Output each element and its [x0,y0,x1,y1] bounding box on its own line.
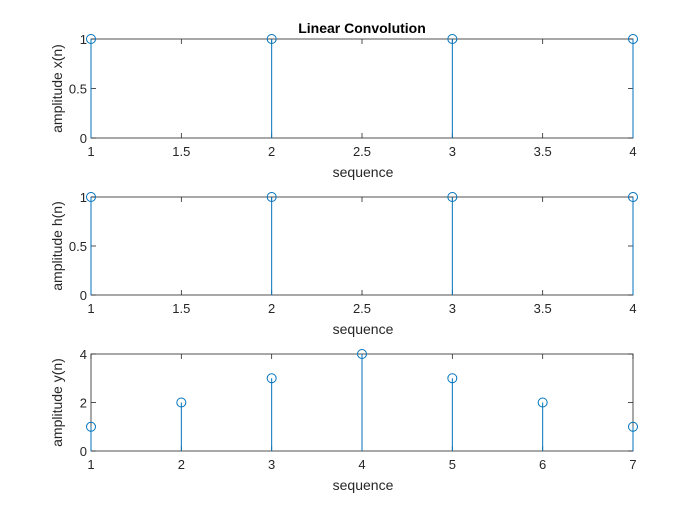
x-tick-label: 2.5 [353,301,371,316]
chart-title: Linear Convolution [298,20,426,36]
stem-marker [266,192,277,202]
x-tick-label: 3 [449,301,456,316]
x-tick-label: 1.5 [172,144,190,159]
stem-marker [266,373,277,384]
x-tick-label: 4 [358,457,365,472]
stem-marker [628,192,638,202]
stem-marker [266,34,277,44]
stem-marker [86,421,96,432]
stem-marker [628,34,638,44]
x-tick-label: 1 [87,457,94,472]
x-tick-label: 2 [268,144,275,159]
subplot-1: 1 1.5 2 2.5 3 3.5 4 0 0.5 1 sequence amplitude x(n) [49,32,638,180]
x-tick-label: 3 [449,144,456,159]
y-tick-label: 1 [80,32,87,47]
x-tick-label: 2.5 [353,144,371,159]
x-tick-label: 3 [268,457,275,472]
stem-marker [447,192,458,202]
stem-marker [86,34,96,44]
y-tick-label: 0.5 [69,82,87,97]
x-axis-label: sequence [333,477,394,493]
x-tick-label: 4 [629,301,636,316]
subplot-2: 1 1.5 2 2.5 3 3.5 4 0 0.5 1 sequence amplitude h(n) [49,190,638,337]
stem-marker [357,349,367,359]
stem-marker [537,397,548,408]
y-tick-label: 1 [80,190,87,205]
y-tick-label: 2 [80,396,87,411]
subplot-3: 1 2 3 4 5 6 7 0 2 4 sequence amplitude y(n) [49,347,638,493]
x-tick-label: 2 [268,301,275,316]
x-axis-label: sequence [333,321,394,337]
x-tick-label: 6 [539,457,546,472]
x-tick-label: 2 [178,457,185,472]
stem-marker [447,373,458,384]
x-tick-label: 1 [87,301,94,316]
y-axis-label: amplitude y(n) [49,358,65,447]
y-axis-label: amplitude x(n) [49,44,65,133]
y-tick-label: 0 [80,131,87,146]
y-tick-label: 0.5 [69,239,87,254]
stem-marker [628,421,638,432]
x-tick-label: 4 [629,144,636,159]
axes-box [90,196,634,296]
x-tick-label: 3.5 [534,144,552,159]
stem-marker [176,397,187,408]
x-tick-label: 1.5 [172,301,190,316]
y-tick-label: 4 [80,347,87,362]
stem-marker [447,34,458,44]
axes-box [90,38,634,139]
y-axis-label: amplitude h(n) [49,201,65,291]
x-tick-label: 1 [87,144,94,159]
x-axis-label: sequence [333,164,394,180]
stem-marker [86,192,96,202]
x-tick-label: 3.5 [534,301,552,316]
x-tick-label: 5 [449,457,456,472]
y-tick-label: 0 [80,288,87,303]
y-tick-label: 0 [80,444,87,459]
x-tick-label: 7 [629,457,636,472]
